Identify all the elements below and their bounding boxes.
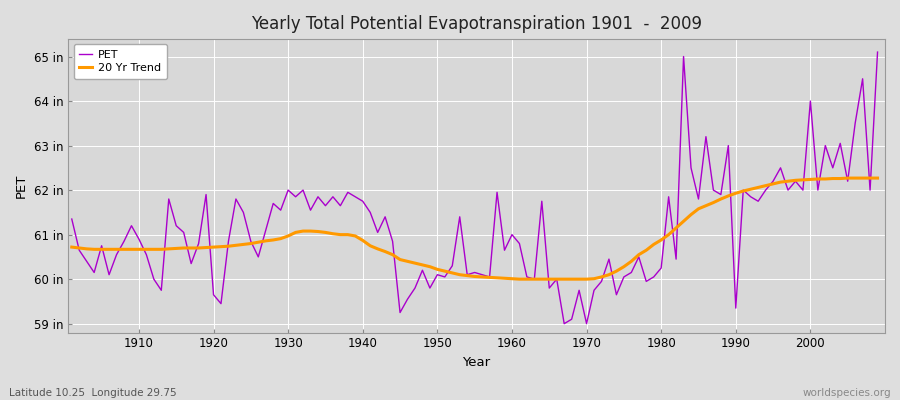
20 Yr Trend <box>507 276 517 281</box>
20 Yr Trend <box>500 276 510 281</box>
PET <box>126 223 137 228</box>
Line: PET: PET <box>72 52 878 324</box>
PET <box>290 194 301 199</box>
PET <box>559 321 570 326</box>
Text: Latitude 10.25  Longitude 29.75: Latitude 10.25 Longitude 29.75 <box>9 388 176 398</box>
20 Yr Trend <box>604 272 615 277</box>
Legend: PET, 20 Yr Trend: PET, 20 Yr Trend <box>74 44 166 79</box>
X-axis label: Year: Year <box>463 356 491 369</box>
20 Yr Trend <box>514 277 525 282</box>
PET <box>872 50 883 54</box>
PET <box>335 203 346 208</box>
Line: 20 Yr Trend: 20 Yr Trend <box>72 178 878 279</box>
20 Yr Trend <box>67 245 77 250</box>
Title: Yearly Total Potential Evapotranspiration 1901  -  2009: Yearly Total Potential Evapotranspiratio… <box>251 15 702 33</box>
20 Yr Trend <box>126 247 137 252</box>
Y-axis label: PET: PET <box>15 174 28 198</box>
PET <box>604 257 615 262</box>
PET <box>507 232 517 237</box>
Text: worldspecies.org: worldspecies.org <box>803 388 891 398</box>
20 Yr Trend <box>872 176 883 180</box>
20 Yr Trend <box>842 176 853 180</box>
20 Yr Trend <box>335 232 346 237</box>
20 Yr Trend <box>290 230 301 235</box>
PET <box>67 217 77 222</box>
PET <box>500 248 510 253</box>
